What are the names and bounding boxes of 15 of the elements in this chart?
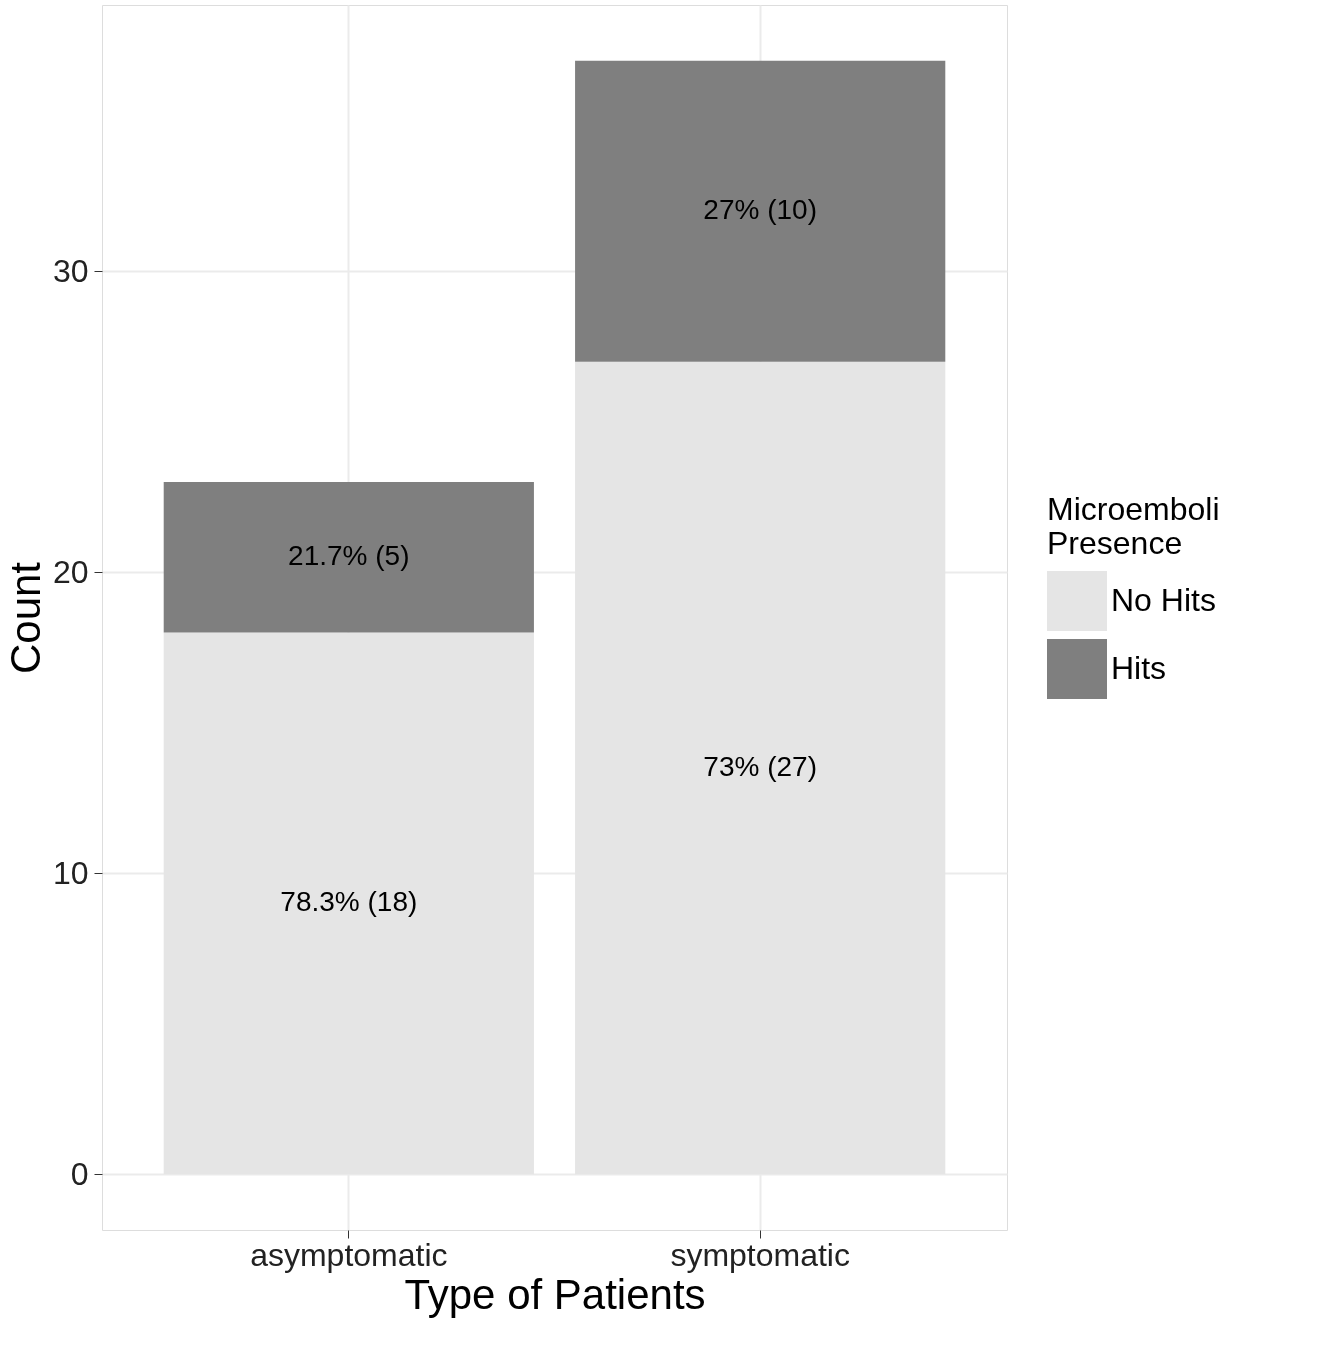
- x-tick-label: asymptomatic: [250, 1236, 448, 1273]
- bar: [575, 60, 946, 362]
- y-tick-label: 10: [52, 854, 89, 891]
- data-label: 27% (10): [703, 194, 817, 226]
- legend-label: Hits: [1111, 650, 1167, 686]
- y-tick-label: 30: [52, 252, 89, 289]
- bar: [163, 482, 534, 633]
- data-label: 73% (27): [703, 750, 817, 782]
- legend-label: No Hits: [1111, 582, 1216, 618]
- legend-title: Microemboli Presence: [1047, 491, 1220, 561]
- y-tick-label: 20: [52, 553, 89, 590]
- data-label: 21.7% (5): [288, 540, 410, 572]
- y-tick-label: 0: [70, 1155, 89, 1192]
- data-label: 78.3% (18): [280, 886, 418, 918]
- y-axis-title: Count: [1, 561, 49, 675]
